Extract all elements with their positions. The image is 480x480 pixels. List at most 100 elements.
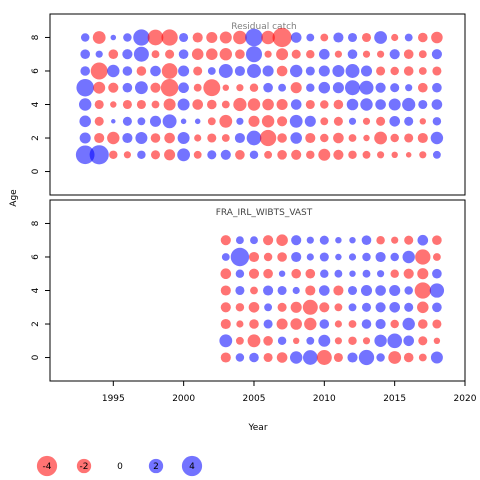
bubble-age8-2018	[431, 31, 443, 44]
bubble-age2-2010	[320, 133, 329, 143]
bubble-age5-2011	[334, 269, 343, 278]
bubble-age6-1994	[90, 62, 108, 80]
bubble-age0-2006	[263, 352, 273, 363]
bubble-age3-2017	[419, 118, 426, 125]
bubble-age7-2005	[250, 236, 258, 245]
bubble-age1-1998	[150, 150, 161, 160]
bubble-age4-2015	[389, 284, 401, 297]
bubble-age5-2015	[390, 269, 399, 278]
bubble-age7-2015	[391, 236, 399, 244]
bubble-age4-2017	[414, 282, 431, 299]
bubble-age7-2006	[263, 235, 274, 246]
bubble-age1-2013	[362, 150, 371, 159]
bubble-age6-2006	[263, 252, 273, 262]
legend-label: 0	[117, 462, 123, 472]
bubble-age5-2000	[178, 82, 189, 94]
bubble-age5-2005	[248, 268, 260, 279]
x-tick-label: 2015	[383, 394, 406, 404]
bubble-age1-2015	[391, 151, 398, 158]
bubble-age5-2014	[375, 82, 386, 93]
bubble-age1-2002	[207, 150, 217, 160]
bubble-age1-2004	[235, 336, 244, 345]
bubble-age7-2007	[276, 48, 289, 61]
bubble-age6-2011	[332, 65, 345, 77]
bubble-age3-2004	[235, 303, 245, 312]
bubble-age4-2017	[418, 99, 428, 110]
bubble-age5-2003	[220, 268, 232, 280]
bubble-age8-2003	[219, 31, 232, 44]
bubble-age6-2008	[290, 64, 303, 78]
bubble-age5-1999	[160, 78, 179, 97]
bubble-age4-2002	[207, 99, 217, 110]
bubble-age4-2012	[347, 285, 358, 296]
bubble-age1-2011	[334, 337, 342, 345]
bubble-age2-2003	[221, 134, 230, 142]
bubble-age3-2016	[404, 116, 414, 126]
bubble-age2-2013	[361, 319, 372, 329]
panel-fra-irl-wibts-vast: FRA_IRL_WIBTS_VAST 0 2 4 6 8	[31, 199, 466, 382]
bubble-age6-2004	[234, 65, 245, 77]
bubble-age3-1999	[162, 114, 177, 129]
bubble-age7-2018	[431, 49, 442, 60]
bubble-age3-2004	[236, 117, 244, 125]
bubble-age4-2015	[388, 98, 401, 111]
bubble-age6-1998	[150, 65, 161, 77]
bubble-age1-2008	[291, 149, 302, 160]
bubble-age3-1998	[149, 115, 162, 127]
bubble-age2-2012	[348, 134, 357, 142]
bubble-age5-1998	[150, 82, 161, 93]
y-tick-label: 8	[31, 220, 41, 226]
panel-residual-catch-bubbles	[75, 27, 444, 165]
bubble-age4-2008	[290, 99, 302, 110]
bubble-age6-1995	[107, 64, 120, 78]
bubble-age0-2012	[347, 352, 358, 363]
bubble-age8-2000	[179, 32, 189, 43]
bubble-age5-2016	[405, 84, 413, 92]
x-tick-label: 1995	[102, 394, 125, 404]
bubble-age5-2008	[290, 82, 302, 94]
bubble-age5-2008	[291, 268, 302, 279]
bubble-age7-2003	[219, 48, 232, 61]
bubble-age2-2017	[417, 132, 428, 144]
bubble-age6-1996	[122, 66, 133, 76]
bubble-age4-2011	[333, 285, 344, 296]
bubble-age5-1994	[93, 81, 106, 94]
bubble-age2-1995	[107, 131, 120, 145]
bubble-age7-2009	[306, 49, 315, 59]
bubble-age2-2000	[177, 132, 190, 144]
bubble-age3-1996	[122, 116, 132, 126]
bubble-age0-2011	[333, 352, 343, 363]
bubble-age2-2006	[259, 129, 277, 147]
bubble-age4-2009	[305, 285, 316, 296]
bubble-age1-2007	[277, 150, 287, 160]
bubble-age7-2002	[206, 48, 218, 60]
bubble-age2-2004	[236, 320, 244, 328]
bubble-age3-2012	[348, 117, 357, 125]
bubble-age6-2005	[247, 64, 261, 78]
bubble-age5-1997	[135, 81, 148, 95]
bubble-age3-2005	[248, 301, 260, 313]
bubble-age6-2014	[376, 66, 386, 76]
legend-bubble	[148, 458, 164, 474]
bubble-age8-1994	[92, 31, 106, 44]
bubble-age1-2006	[263, 336, 273, 346]
y-tick-label: 4	[31, 287, 41, 293]
bubble-age8-2002	[206, 31, 218, 44]
bubble-age4-1999	[163, 98, 176, 111]
bubble-age5-2010	[320, 269, 329, 278]
bubble-age6-2012	[345, 64, 360, 78]
bubble-age7-2017	[418, 50, 427, 59]
bubble-age3-2014	[376, 116, 386, 126]
bubble-age8-2004	[233, 30, 247, 45]
bubble-age2-2015	[390, 133, 399, 143]
bubble-age1-2018	[432, 150, 441, 159]
bubble-age6-2009	[306, 253, 314, 261]
bubble-age1-2009	[306, 150, 315, 160]
bubble-age5-1995	[108, 82, 119, 93]
bubble-age8-1997	[133, 29, 150, 46]
bubble-age6-2001	[193, 66, 203, 76]
bubble-age4-2009	[305, 99, 315, 110]
bubble-age4-1997	[136, 99, 146, 110]
bubble-age1-2018	[433, 337, 441, 344]
bubble-age6-2002	[207, 67, 216, 75]
